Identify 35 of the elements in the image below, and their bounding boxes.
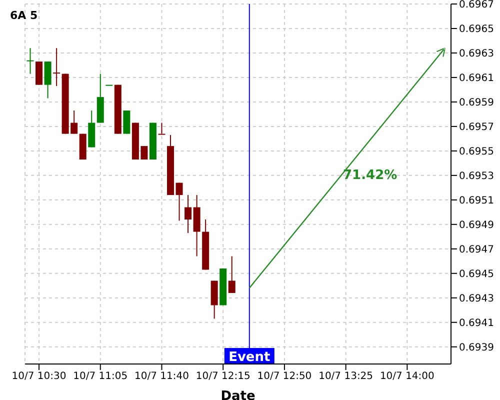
y-tick-label: 0.6945: [459, 268, 494, 280]
y-tick-label: 0.6963: [459, 48, 494, 60]
y-tick-label: 0.6949: [459, 220, 494, 231]
candlestick: [228, 256, 236, 294]
y-tick-label: 0.6965: [459, 24, 494, 36]
y-tick-label: 0.6957: [459, 122, 494, 133]
candlestick: [44, 61, 52, 99]
text: 6A 5: [10, 9, 38, 22]
candlestick: [53, 48, 60, 87]
y-tick-label: 0.6961: [459, 73, 494, 84]
annotation: 71.42%: [343, 168, 398, 183]
y-tick-label: 0.6941: [459, 318, 494, 329]
x-tick-label: 10/7 11:05: [73, 371, 128, 382]
ref-line-label: Event: [228, 350, 270, 365]
candlestick: [176, 182, 183, 222]
x-tick-label: 10/7 12:50: [257, 371, 312, 382]
y-tick-label: 0.6953: [459, 170, 494, 182]
x-tick-label: 10/7 14:00: [380, 371, 434, 382]
y-tick-label: 0.6939: [459, 342, 494, 354]
candlestick: [123, 110, 130, 134]
y-tick-label: 0.6959: [459, 98, 494, 109]
y-tick-label: 0.6943: [459, 293, 494, 304]
x-tick-label: 10/7 11:40: [134, 371, 189, 382]
y-tick-label: 0.6967: [459, 0, 494, 11]
y-tick-label: 0.6955: [459, 146, 494, 158]
x-tick-label: 10/7 12:15: [196, 371, 250, 382]
x-tick-label: 10/7 10:30: [12, 371, 66, 382]
x-axis-title: Date: [220, 389, 256, 400]
y-tick-label: 0.6951: [459, 195, 494, 206]
candlestick: [158, 122, 166, 135]
candlestick: [36, 61, 43, 86]
y-tick-label: 0.6947: [459, 244, 494, 256]
x-tick-label: 10/7 13:25: [318, 371, 374, 382]
candlestick: [184, 194, 192, 234]
candlestick: [26, 48, 34, 74]
